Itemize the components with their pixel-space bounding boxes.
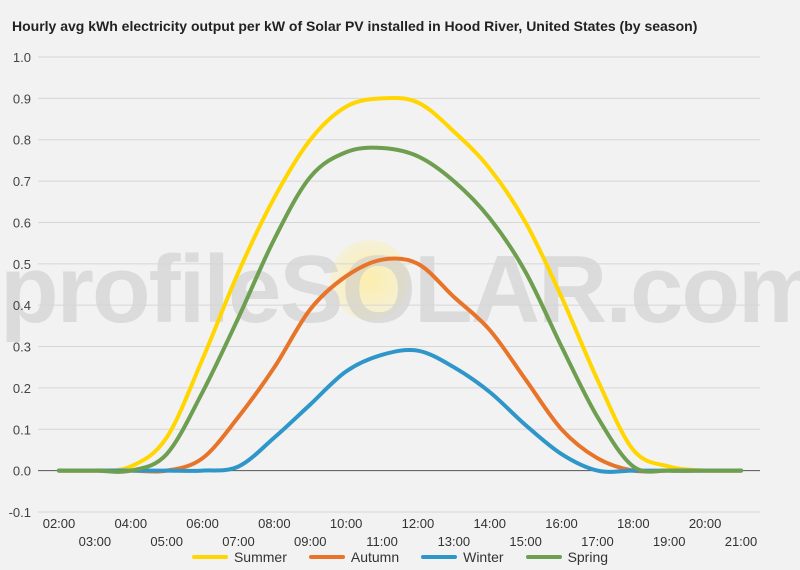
x-tick-label: 21:00	[725, 534, 758, 549]
legend-swatch	[525, 555, 562, 559]
legend-swatch	[308, 555, 345, 559]
x-tick-label: 05:00	[150, 534, 183, 549]
legend-label: Spring	[567, 549, 609, 565]
legend-item-winter: Winter	[421, 549, 504, 565]
x-tick-label: 18:00	[617, 516, 650, 531]
x-tick-label: 03:00	[79, 534, 112, 549]
y-tick-label: -0.1	[9, 505, 31, 520]
legend-item-summer: Summer	[191, 549, 287, 565]
legend-label: Winter	[463, 549, 504, 565]
y-tick-label: 1.0	[13, 50, 31, 65]
series-line-autumn	[57, 256, 743, 474]
legend-label: Autumn	[350, 549, 400, 565]
x-tick-label: 13:00	[438, 534, 471, 549]
y-tick-label: 0.4	[13, 298, 31, 313]
series-line-summer	[57, 95, 743, 473]
y-tick-label: 0.8	[13, 133, 31, 148]
y-tick-label: 0.3	[13, 340, 31, 355]
legend-swatch	[421, 555, 458, 559]
x-tick-label: 14:00	[473, 516, 506, 531]
y-tick-label: 0.7	[13, 174, 31, 189]
y-tick-label: 0.2	[13, 381, 31, 396]
legend-label: Summer	[233, 549, 287, 565]
x-tick-label: 20:00	[689, 516, 722, 531]
y-tick-label: 0.5	[13, 257, 31, 272]
legend-item-autumn: Autumn	[308, 549, 400, 565]
grid-layer: 1.0 0.9 0.8 0.7 0.6 0.5 0.4 0.3 0.2 0.1 0.0 -0.1	[9, 50, 760, 520]
y-tick-label: 0.1	[13, 422, 31, 437]
chart-title: Hourly avg kWh electricity output per kW…	[12, 18, 698, 34]
x-tick-label: 06:00	[186, 516, 219, 531]
series-line-spring	[57, 145, 743, 474]
y-tick-label: 0.9	[13, 91, 31, 106]
x-tick-label: 15:00	[509, 534, 542, 549]
legend-swatch	[191, 555, 228, 559]
x-tick-label: 07:00	[222, 534, 255, 549]
x-tick-label: 02:00	[43, 516, 76, 531]
x-tick-label: 17:00	[581, 534, 614, 549]
series-line-winter	[57, 347, 743, 474]
x-axis-ticks: 02:0003:0004:0005:0006:0007:0008:0009:00…	[43, 516, 758, 549]
x-tick-label: 16:00	[545, 516, 578, 531]
x-tick-label: 09:00	[294, 534, 327, 549]
x-tick-label: 08:00	[258, 516, 291, 531]
x-tick-label: 11:00	[366, 534, 398, 549]
x-tick-label: 19:00	[653, 534, 686, 549]
x-tick-label: 04:00	[115, 516, 148, 531]
x-tick-label: 10:00	[330, 516, 363, 531]
y-tick-label: 0.6	[13, 215, 31, 230]
y-tick-label: 0.0	[13, 464, 31, 479]
series-layer	[57, 95, 743, 474]
x-tick-label: 12:00	[402, 516, 435, 531]
legend-item-spring: Spring	[525, 549, 609, 565]
legend: Summer Autumn Winter Spring	[0, 549, 800, 565]
